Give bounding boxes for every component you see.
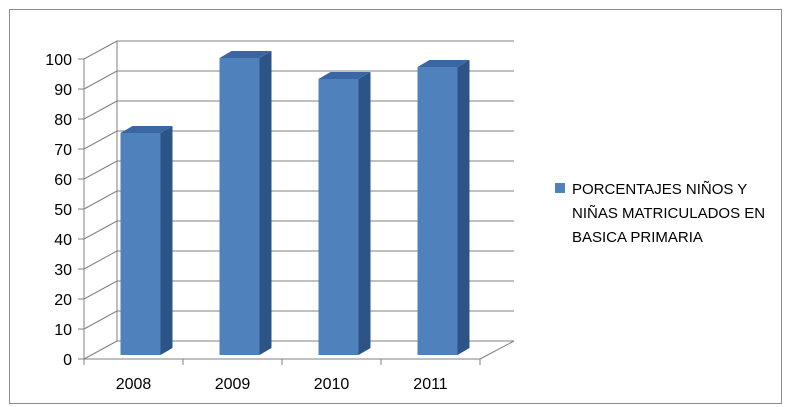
bar-side xyxy=(358,72,371,355)
legend-swatch xyxy=(555,183,565,193)
bar-front xyxy=(120,133,161,355)
gridline-diagonal xyxy=(83,40,118,60)
bar xyxy=(417,60,470,355)
y-tick-label: 60 xyxy=(54,172,72,189)
gridline-diagonal xyxy=(83,220,118,240)
bar xyxy=(318,72,371,355)
y-tick-label: 10 xyxy=(54,322,72,339)
bar-front xyxy=(417,67,458,355)
bar-top xyxy=(219,51,272,58)
gridline-diagonal xyxy=(83,280,118,300)
bar-front xyxy=(318,79,359,355)
gridline-diagonal xyxy=(83,70,118,90)
bar xyxy=(120,126,173,355)
gridline-diagonal xyxy=(83,130,118,150)
x-tick-label: 2008 xyxy=(116,376,152,393)
gridline-diagonal xyxy=(83,190,118,210)
y-tick-label: 100 xyxy=(45,52,72,69)
bar-side xyxy=(259,51,272,355)
x-tick-label: 2011 xyxy=(413,376,448,393)
bar-front xyxy=(219,58,260,355)
bar-top xyxy=(417,60,470,67)
x-tick-label: 2010 xyxy=(314,376,350,393)
x-tick-label: 2009 xyxy=(215,376,251,393)
bar xyxy=(219,51,272,355)
bar-side xyxy=(457,60,470,355)
bar-side xyxy=(160,126,173,355)
y-tick-label: 20 xyxy=(54,292,72,309)
bar-top xyxy=(120,126,173,133)
y-tick-label: 30 xyxy=(54,262,72,279)
legend-label: PORCENTAJES NIÑOS Y NIÑAS MATRICULADOS E… xyxy=(572,181,766,246)
bar-top xyxy=(318,72,371,79)
gridline-diagonal xyxy=(83,100,118,120)
floor-edge xyxy=(479,340,515,360)
gridline-diagonal xyxy=(83,250,118,270)
gridline-diagonal xyxy=(83,160,118,180)
axes xyxy=(78,41,515,365)
y-tick-label: 50 xyxy=(54,202,72,219)
gridline-diagonal xyxy=(83,310,118,330)
x-tick-labels: 2008 2009 2010 2011 xyxy=(116,376,448,393)
bars xyxy=(120,51,470,355)
y-tick-label: 90 xyxy=(54,82,72,99)
y-tick-label: 80 xyxy=(54,112,72,129)
y-tick-label: 70 xyxy=(54,142,72,159)
y-tick-label: 40 xyxy=(54,232,72,249)
gridline-diagonal xyxy=(83,340,118,360)
y-tick-labels: 0 10 20 30 40 50 60 70 80 90 100 xyxy=(45,52,72,369)
y-tick-label: 0 xyxy=(63,352,72,369)
